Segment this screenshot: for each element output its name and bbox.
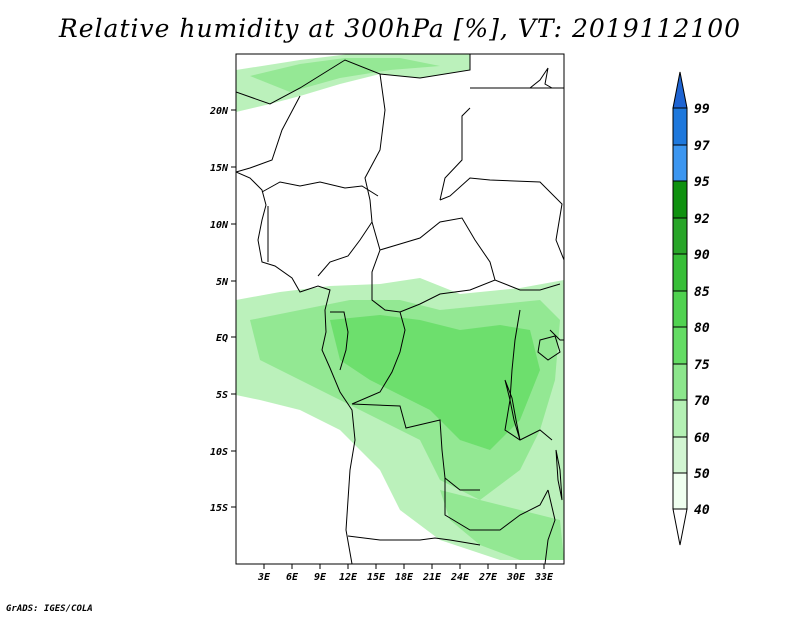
lat-tick-label: 10N <box>210 220 229 231</box>
lake-victoria <box>537 335 561 361</box>
colorbar-swatch <box>672 217 688 255</box>
border-zambia <box>444 478 549 531</box>
lat-tick-label: 5N <box>216 277 229 288</box>
colorbar-bottom-arrow <box>672 508 688 546</box>
lon-tick-label: 27E <box>478 572 498 583</box>
humidity-region-central-core <box>330 315 540 450</box>
colorbar-label: 97 <box>694 139 710 154</box>
lat-tick-label: 15N <box>210 163 229 174</box>
lake-tanganyika <box>504 379 521 441</box>
border-mozambique <box>544 489 556 564</box>
country-borders <box>236 54 564 564</box>
border-gabon <box>330 311 349 371</box>
colorbar-label: 92 <box>694 212 710 227</box>
border-nigeria-east <box>317 221 373 277</box>
sinai-coast <box>529 67 553 89</box>
colorbar-swatch <box>672 253 688 292</box>
lon-tick-labels: 3E 6E 9E 12E 15E 18E 21E 24E 27E 30E 33E <box>257 572 554 583</box>
border-mali-niger <box>236 95 301 173</box>
border-niger-chad <box>364 73 386 223</box>
lat-tick-label: 5S <box>216 390 228 401</box>
colorbar-label: 99 <box>694 102 710 117</box>
border-car-south <box>399 279 561 313</box>
lon-tick-label: 24E <box>450 572 470 583</box>
lat-tick-label: 20N <box>209 106 229 117</box>
colorbar-label: 80 <box>694 321 710 336</box>
colorbar-label: 95 <box>694 175 710 190</box>
border-angola-drc <box>351 403 480 491</box>
lon-tick-label: 12E <box>339 572 358 583</box>
humidity-region-south <box>440 490 564 560</box>
coastline-west <box>236 171 356 564</box>
lon-tick-label: 6E <box>286 572 299 583</box>
lon-tick-label: 30E <box>506 572 526 583</box>
lon-tick-label: 21E <box>422 572 442 583</box>
colorbar-labels: 99 97 95 92 90 85 80 75 70 60 50 40 <box>694 102 710 518</box>
border-nigeria-north <box>261 181 379 197</box>
border-car-north <box>379 217 496 281</box>
lake-malawi <box>555 449 563 501</box>
colorbar-swatch <box>672 107 688 146</box>
colorbar-swatch <box>672 363 688 401</box>
border-cameroon <box>371 221 401 313</box>
colorbar-label: 70 <box>694 394 710 409</box>
colorbar-swatch <box>672 144 688 182</box>
colorbar <box>672 71 688 546</box>
grads-credit: GrADS: IGES/COLA <box>6 604 93 614</box>
border-sudan <box>439 177 564 261</box>
colorbar-top-arrow <box>672 71 688 109</box>
lon-tick-label: 15E <box>367 572 386 583</box>
border-congo-drc <box>351 311 406 405</box>
border-sahel <box>236 54 471 105</box>
lon-tick-label: 3E <box>257 572 271 583</box>
chart-title: Relative humidity at 300hPa [%], VT: 201… <box>58 14 742 43</box>
colorbar-label: 75 <box>694 358 710 373</box>
colorbar-label: 50 <box>694 467 710 482</box>
lat-tick-labels: 20N 15N 10N 5N EQ 5S 10S 15S <box>209 106 229 514</box>
lat-tick-label: 15S <box>210 503 228 514</box>
colorbar-label: 60 <box>694 431 710 446</box>
lat-tick-label: EQ <box>216 333 228 344</box>
border-angola-south <box>347 535 481 546</box>
colorbar-swatch <box>672 326 688 365</box>
colorbar-swatch <box>672 399 688 438</box>
humidity-shading <box>236 54 564 560</box>
colorbar-label: 40 <box>694 503 710 518</box>
border-tanzania <box>549 329 564 341</box>
lon-tick-label: 9E <box>314 572 327 583</box>
lat-tick-label: 10S <box>210 447 228 458</box>
axis-ticks <box>231 109 545 569</box>
border-libya-chad <box>439 107 471 201</box>
lon-tick-label: 18E <box>395 572 414 583</box>
lon-tick-label: 33E <box>534 572 554 583</box>
colorbar-swatch <box>672 290 688 328</box>
colorbar-swatch <box>672 180 688 219</box>
map-frame <box>235 53 565 565</box>
colorbar-swatch <box>672 472 688 510</box>
humidity-region-north-core <box>250 58 440 92</box>
colorbar-label: 85 <box>694 285 710 300</box>
colorbar-swatch <box>672 436 688 474</box>
colorbar-label: 90 <box>694 248 710 263</box>
border-drc-east <box>504 309 553 441</box>
